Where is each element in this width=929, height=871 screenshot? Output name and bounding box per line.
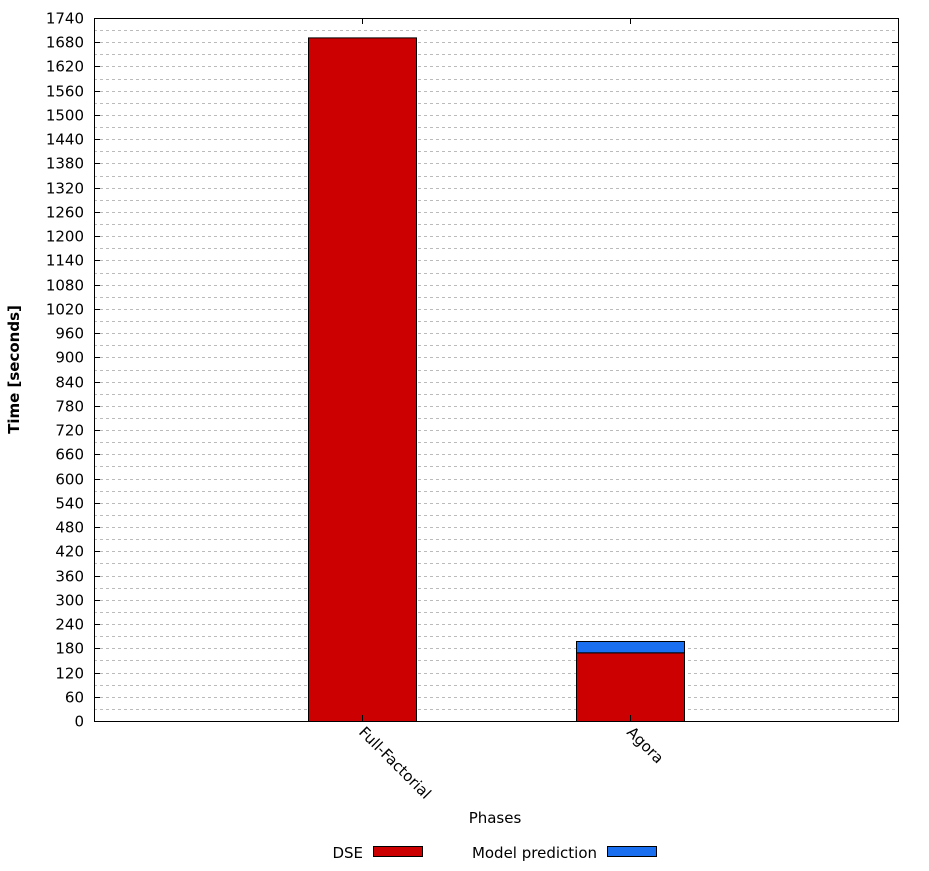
x-axis-title: Phases: [469, 809, 522, 827]
legend-swatch: [374, 847, 423, 857]
y-tick-label: 1440: [46, 131, 84, 149]
y-tick-label: 540: [55, 495, 84, 513]
bar-model-prediction-agora: [577, 642, 685, 653]
y-tick-label: 60: [65, 689, 84, 707]
bars: [309, 38, 685, 722]
legend: DSE Model prediction: [332, 844, 656, 862]
y-tick-label: 720: [55, 422, 84, 440]
y-axis-title: Time [seconds]: [5, 305, 23, 434]
x-tick-label: Agora: [623, 723, 667, 767]
legend-label: DSE: [332, 844, 363, 862]
y-tick-label: 300: [55, 592, 84, 610]
y-tick-label: 1260: [46, 204, 84, 222]
x-tick-label: Full-Factorial: [355, 723, 435, 803]
y-tick-label: 780: [55, 398, 84, 416]
y-tick-label: 1200: [46, 228, 84, 246]
y-tick-label: 420: [55, 543, 84, 561]
legend-label: Model prediction: [472, 844, 597, 862]
grid-lines: [94, 31, 898, 710]
y-tick-label: 1080: [46, 277, 84, 295]
y-tick-label: 1680: [46, 34, 84, 52]
y-tick-label: 0: [74, 713, 84, 731]
bar-dse-full-factorial: [309, 38, 417, 722]
y-tick-label: 180: [55, 640, 84, 658]
y-tick-label: 840: [55, 374, 84, 392]
y-tick-label: 360: [55, 568, 84, 586]
y-tick-label: 1740: [46, 10, 84, 28]
y-tick-label: 600: [55, 471, 84, 489]
y-tick-label: 480: [55, 519, 84, 537]
y-tick-label: 240: [55, 616, 84, 634]
y-tick-label: 1560: [46, 83, 84, 101]
y-tick-label: 660: [55, 446, 84, 464]
y-tick-label: 960: [55, 325, 84, 343]
legend-swatch: [608, 847, 657, 857]
y-tick-label: 1020: [46, 301, 84, 319]
y-tick-label: 1140: [46, 252, 84, 270]
y-tick-label: 900: [55, 349, 84, 367]
y-tick-label: 1500: [46, 107, 84, 125]
bar-dse-agora: [577, 653, 685, 722]
y-tick-label: 1320: [46, 180, 84, 198]
y-tick-label: 120: [55, 665, 84, 683]
y-tick-label: 1380: [46, 155, 84, 173]
y-tick-label: 1620: [46, 58, 84, 76]
